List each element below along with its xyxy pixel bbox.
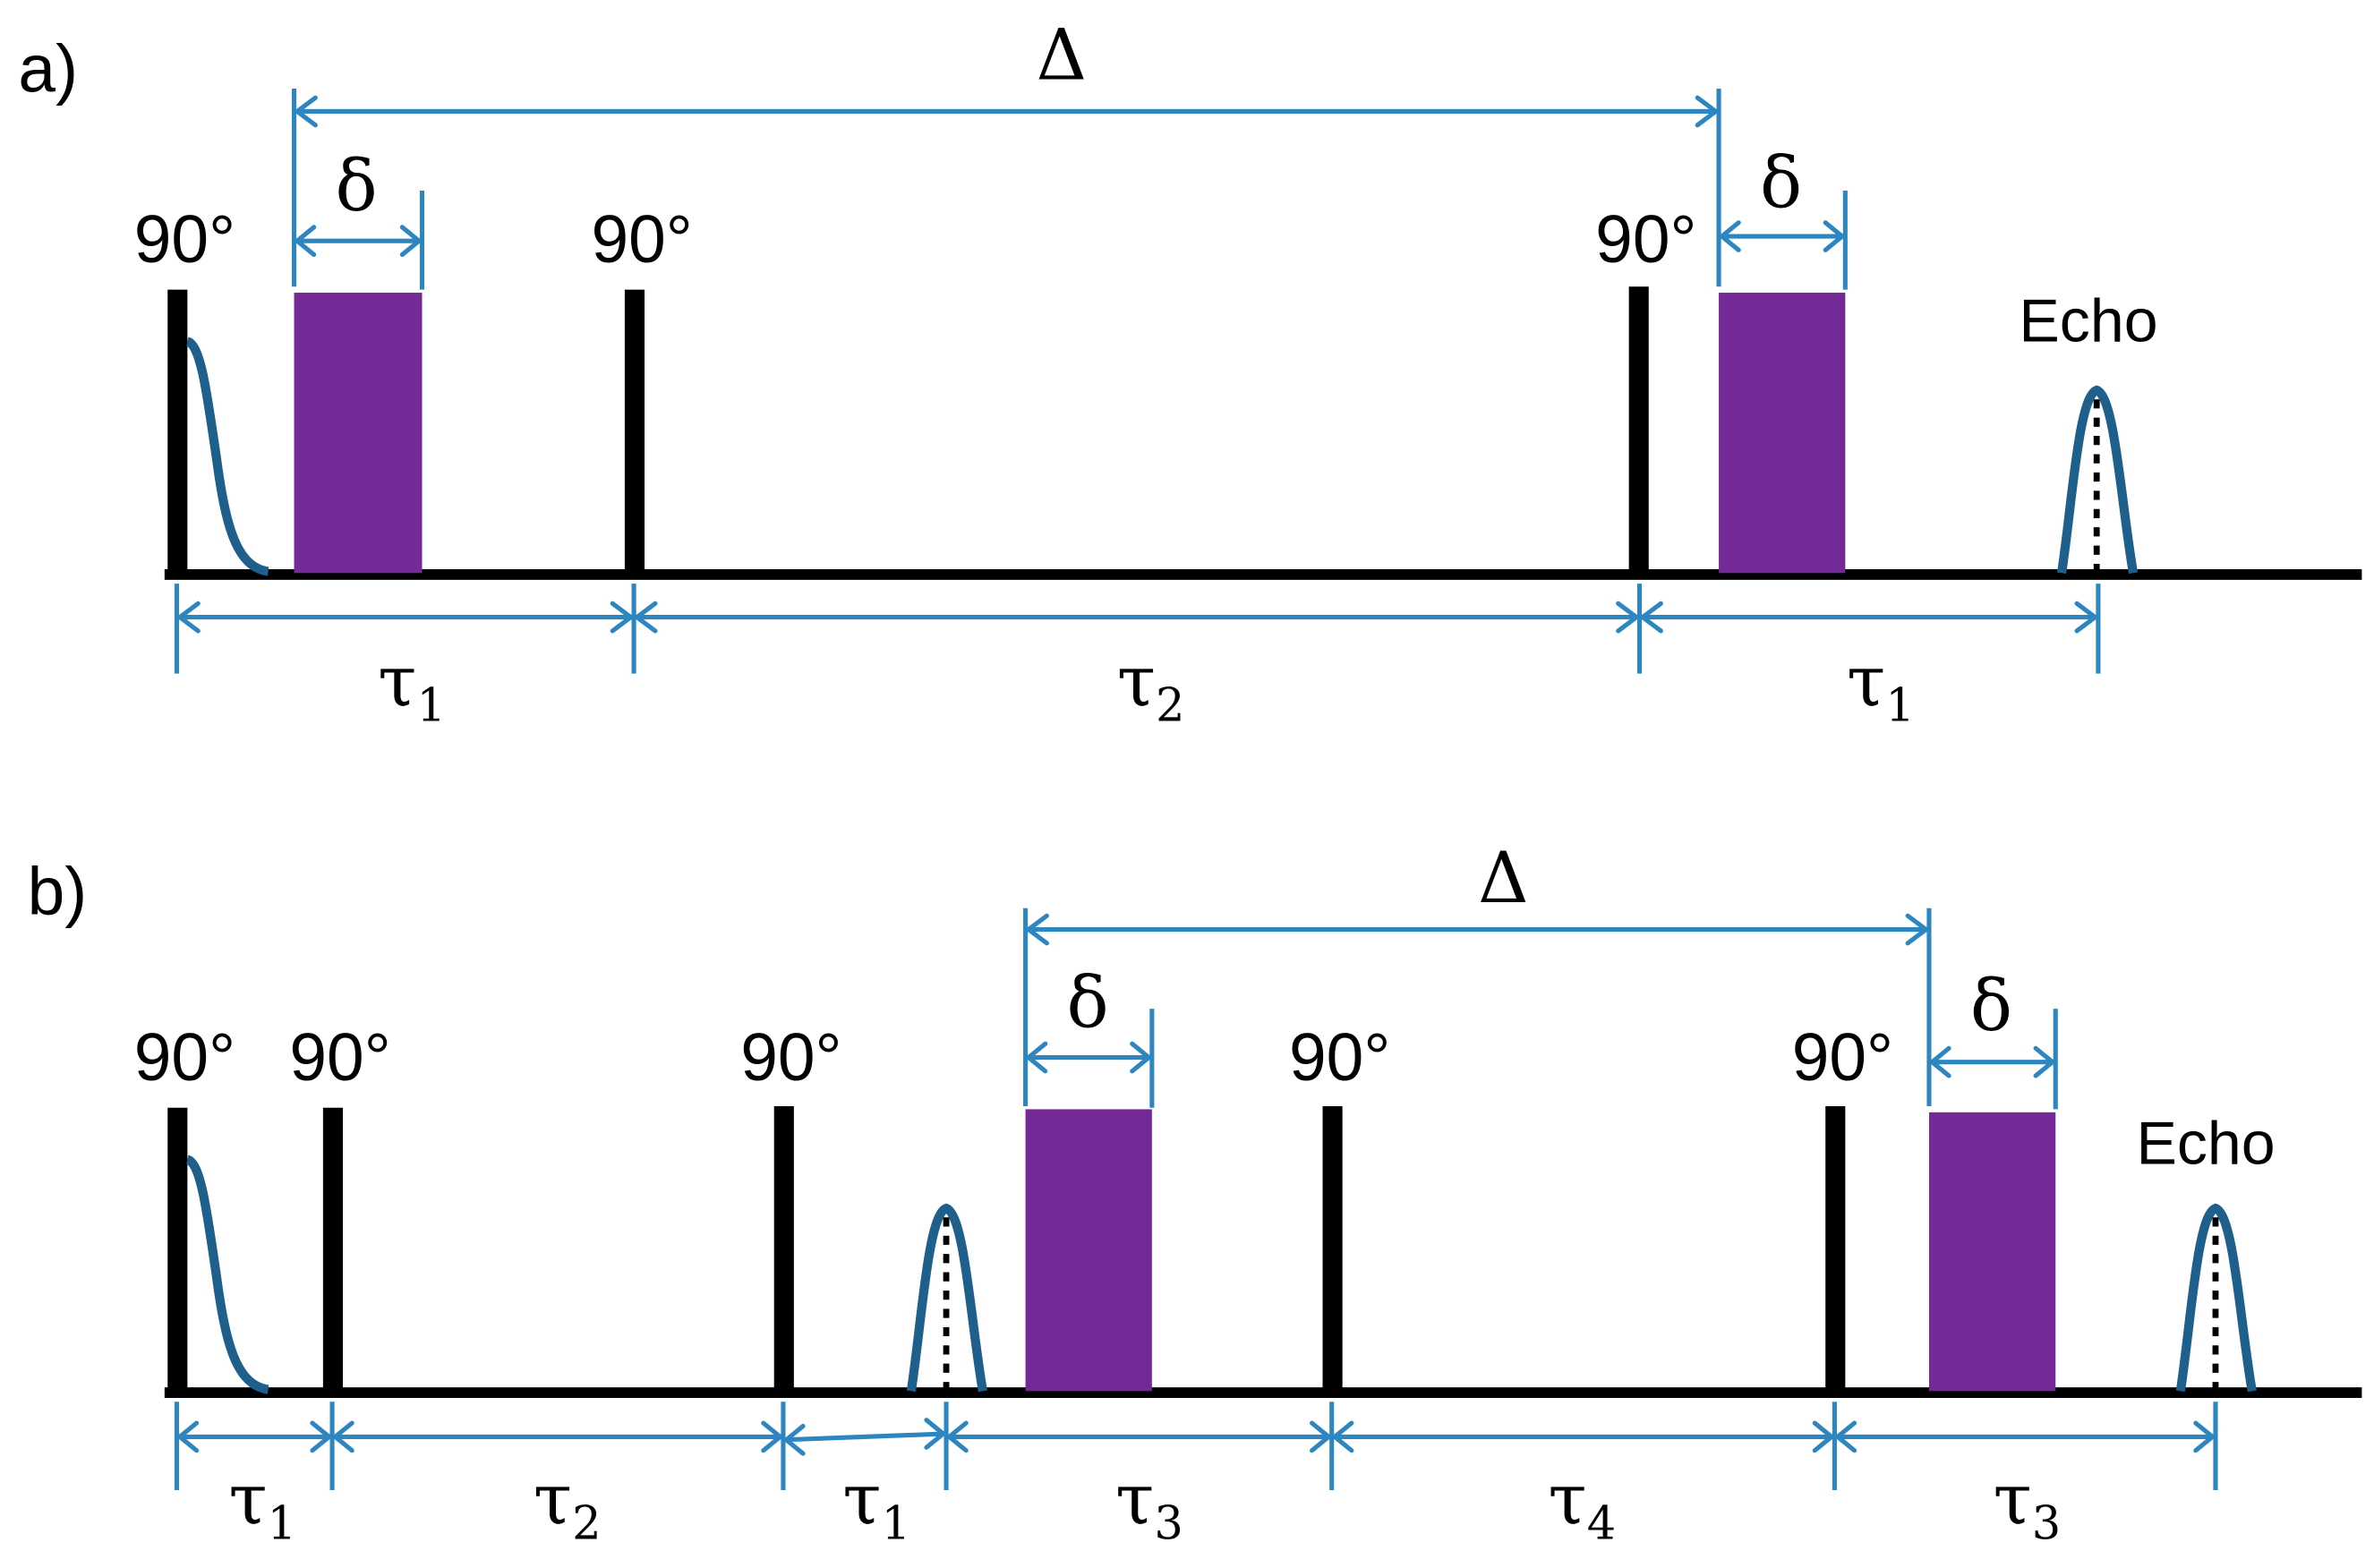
arrowhead bbox=[177, 601, 201, 634]
panel-a-label: a) bbox=[18, 30, 78, 106]
rf-pulse-90-b1 bbox=[167, 1107, 188, 1394]
arrowhead bbox=[1310, 1420, 1331, 1453]
tau-arrow-b3 bbox=[782, 1431, 947, 1443]
arrowhead bbox=[1695, 95, 1719, 128]
arrowhead bbox=[946, 1420, 969, 1453]
arrowhead bbox=[924, 1418, 946, 1450]
arrowhead bbox=[1835, 1420, 1857, 1453]
pulse-label-b5: 90° bbox=[1792, 1019, 1893, 1095]
big-delta-label-a: Δ bbox=[1036, 15, 1087, 97]
arrowhead bbox=[332, 1420, 354, 1453]
arrowhead bbox=[2193, 1420, 2216, 1453]
echo-label-b: Echo bbox=[2136, 1110, 2275, 1178]
gradient-pulse-b2 bbox=[1928, 1112, 2056, 1392]
arrowhead bbox=[761, 1420, 783, 1453]
arrowhead bbox=[310, 1420, 332, 1453]
arrowhead bbox=[1823, 220, 1845, 252]
arrowhead bbox=[610, 601, 634, 634]
tau-label-a2: τ2 bbox=[1117, 641, 1185, 732]
tau-label-b3: τ1 bbox=[842, 1459, 910, 1550]
rf-pulse-90-a3 bbox=[1628, 286, 1649, 576]
arrowhead bbox=[399, 225, 422, 258]
tau-label-b6: τ3 bbox=[1993, 1459, 2061, 1550]
tau-label-b4: τ3 bbox=[1115, 1459, 1183, 1550]
arrowhead bbox=[1719, 220, 1741, 252]
gradient-pulse-a1 bbox=[294, 293, 423, 574]
arrowhead bbox=[1026, 913, 1049, 946]
fid-signal-a bbox=[184, 337, 269, 576]
small-delta-label-b1: δ bbox=[1067, 962, 1109, 1044]
arrowhead bbox=[783, 1423, 806, 1456]
big-delta-label-b: Δ bbox=[1478, 838, 1529, 919]
pulse-label-b2: 90° bbox=[289, 1019, 390, 1095]
rf-pulse-90-b3 bbox=[773, 1106, 794, 1394]
panel-b-label: b) bbox=[28, 854, 88, 929]
arrowhead bbox=[177, 1420, 200, 1453]
tau-label-a3: τ1 bbox=[1847, 641, 1915, 732]
small-delta-label-a1: δ bbox=[335, 146, 377, 227]
pulse-label-a1: 90° bbox=[134, 201, 235, 277]
pulse-label-b1: 90° bbox=[134, 1019, 235, 1095]
tau-label-b5: τ4 bbox=[1548, 1459, 1616, 1550]
arrowhead bbox=[1130, 1041, 1151, 1074]
echo-signal-b2 bbox=[2175, 1203, 2257, 1393]
rf-pulse-90-a2 bbox=[624, 289, 645, 576]
rf-pulse-90-b4 bbox=[1322, 1106, 1343, 1394]
pulse-label-a3: 90° bbox=[1595, 201, 1696, 277]
rf-pulse-90-a1 bbox=[167, 289, 188, 576]
tau-label-a1: τ1 bbox=[378, 641, 446, 732]
echo-signal-a bbox=[2057, 385, 2139, 575]
arrowhead bbox=[1812, 1420, 1834, 1453]
arrowhead bbox=[1332, 1420, 1354, 1453]
rf-pulse-90-b2 bbox=[322, 1107, 343, 1394]
fid-signal-b bbox=[184, 1155, 269, 1394]
arrowhead bbox=[1905, 913, 1929, 946]
gradient-pulse-b1 bbox=[1025, 1109, 1152, 1392]
arrowhead bbox=[295, 95, 318, 128]
arrowhead bbox=[2033, 1045, 2055, 1078]
rf-pulse-90-b5 bbox=[1825, 1106, 1846, 1394]
gradient-pulse-a2 bbox=[1719, 293, 1846, 574]
pulse-label-b3: 90° bbox=[740, 1019, 841, 1095]
panel-a: a) 90° 90° 90° Echo Δ δ bbox=[18, 15, 2362, 732]
panel-b: b) 90° 90° 90° 90° 90° Echo Δ bbox=[28, 838, 2362, 1550]
arrowhead bbox=[295, 225, 317, 258]
arrowhead bbox=[634, 601, 658, 634]
echo-label-a: Echo bbox=[2019, 287, 2157, 355]
arrowhead bbox=[1616, 601, 1639, 634]
arrowhead bbox=[1026, 1041, 1048, 1074]
small-delta-label-b2: δ bbox=[1970, 966, 2012, 1047]
small-delta-label-a2: δ bbox=[1760, 143, 1802, 225]
tau-label-b2: τ2 bbox=[534, 1459, 602, 1550]
arrowhead bbox=[2074, 601, 2098, 634]
pulse-label-a2: 90° bbox=[591, 201, 692, 277]
tau-label-b1: τ1 bbox=[228, 1459, 296, 1550]
arrowhead bbox=[1640, 601, 1663, 634]
echo-signal-b1 bbox=[906, 1203, 987, 1393]
pulse-label-b4: 90° bbox=[1289, 1019, 1390, 1095]
arrowhead bbox=[1929, 1045, 1951, 1078]
